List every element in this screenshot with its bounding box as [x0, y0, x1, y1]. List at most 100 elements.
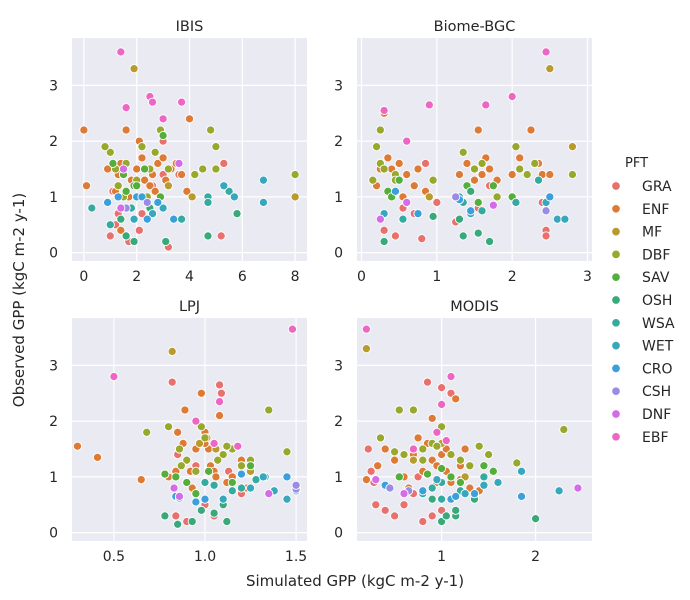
- data-point: [200, 477, 210, 488]
- data-point: [485, 236, 495, 247]
- data-point: [473, 228, 483, 238]
- data-point: [140, 164, 150, 174]
- panel-background: [357, 38, 592, 261]
- data-point: [402, 197, 412, 208]
- data-point: [79, 125, 89, 135]
- data-point: [236, 461, 246, 471]
- y-tick-label: 0: [49, 246, 58, 262]
- data-point: [105, 220, 115, 230]
- data-point: [417, 234, 427, 244]
- data-point: [380, 444, 390, 454]
- data-point: [432, 475, 442, 485]
- data-point: [454, 214, 464, 224]
- series-ebf: [109, 324, 297, 451]
- data-point: [515, 153, 525, 163]
- data-point: [227, 486, 237, 496]
- data-point: [437, 463, 447, 474]
- data-point: [427, 511, 437, 521]
- panel-ibis: 0 2 4 6 8 0 1 2 3 IBIS: [49, 19, 307, 285]
- data-point: [147, 209, 158, 219]
- data-point: [541, 206, 551, 216]
- data-point: [473, 125, 483, 135]
- data-point: [108, 158, 118, 168]
- x-tick-label: 6: [238, 269, 247, 285]
- data-point: [216, 388, 226, 398]
- data-point: [554, 486, 564, 496]
- data-point: [142, 427, 152, 437]
- data-point: [136, 475, 146, 485]
- x-tick-label: 0.5: [103, 549, 125, 565]
- data-point: [200, 494, 210, 504]
- data-point: [236, 483, 246, 493]
- data-point: [258, 472, 268, 482]
- data-point: [215, 380, 225, 390]
- panel-lpj: 0.5 1.0 1.5 0 1 2 3 LPJ: [49, 299, 307, 565]
- legend-marker: [611, 363, 621, 374]
- data-point: [516, 491, 527, 501]
- series-dnf: [116, 158, 184, 213]
- data-point: [394, 405, 404, 415]
- legend-marker: [611, 272, 621, 282]
- data-point: [290, 170, 300, 180]
- data-point: [196, 422, 206, 432]
- data-point: [371, 500, 381, 510]
- data-point: [196, 388, 206, 398]
- data-point: [469, 175, 480, 185]
- data-point: [173, 519, 183, 529]
- data-point: [455, 455, 465, 465]
- data-point: [174, 491, 185, 501]
- data-point: [215, 411, 225, 421]
- data-point: [477, 206, 487, 216]
- data-point: [488, 200, 498, 210]
- legend-label: DBF: [642, 247, 670, 263]
- data-point: [211, 142, 221, 152]
- data-point: [541, 231, 551, 241]
- legend-label: ENF: [642, 202, 669, 218]
- legend-label: CSH: [642, 384, 671, 400]
- data-point: [287, 324, 297, 334]
- data-point: [418, 516, 428, 527]
- data-point: [129, 64, 139, 74]
- data-point: [428, 175, 438, 185]
- data-point: [134, 225, 144, 235]
- panel-biome-bgc: 0 1 2 3 0 1 2 3 Biome-BGC: [334, 19, 592, 285]
- data-point: [512, 458, 522, 468]
- y-tick-label: 2: [49, 414, 58, 430]
- data-point: [545, 64, 555, 74]
- data-point: [203, 197, 213, 208]
- x-tick-label: 1.0: [194, 549, 216, 565]
- data-point: [191, 489, 201, 499]
- legend-marker: [611, 409, 621, 419]
- legend-marker: [611, 249, 621, 260]
- data-point: [145, 181, 155, 191]
- data-point: [171, 511, 181, 521]
- data-point: [385, 483, 395, 493]
- data-point: [203, 231, 213, 241]
- series-wet: [129, 175, 268, 224]
- data-point: [427, 483, 437, 493]
- x-tick-label: 2: [508, 269, 517, 285]
- series-csh: [291, 480, 301, 494]
- data-point: [180, 405, 190, 415]
- panel-modis: 1 2 0 1 2 3 MODIS: [334, 299, 592, 565]
- legend-label: OSH: [642, 293, 672, 309]
- series-ebf: [116, 47, 187, 124]
- data-point: [190, 170, 200, 180]
- data-point: [245, 461, 256, 471]
- series-sav: [160, 461, 256, 499]
- legend-item-dbf: DBF: [611, 247, 670, 263]
- data-point: [515, 164, 525, 174]
- data-point: [479, 480, 489, 490]
- data-point: [372, 142, 382, 152]
- series-cro: [103, 192, 179, 224]
- data-point: [402, 136, 412, 146]
- series-osh: [427, 494, 541, 527]
- data-point: [408, 405, 418, 415]
- data-point: [198, 164, 208, 174]
- data-point: [187, 192, 197, 202]
- data-point: [454, 170, 464, 180]
- data-point: [204, 466, 214, 476]
- y-tick-label: 3: [334, 358, 343, 374]
- data-point: [458, 147, 468, 157]
- legend-marker: [611, 226, 621, 237]
